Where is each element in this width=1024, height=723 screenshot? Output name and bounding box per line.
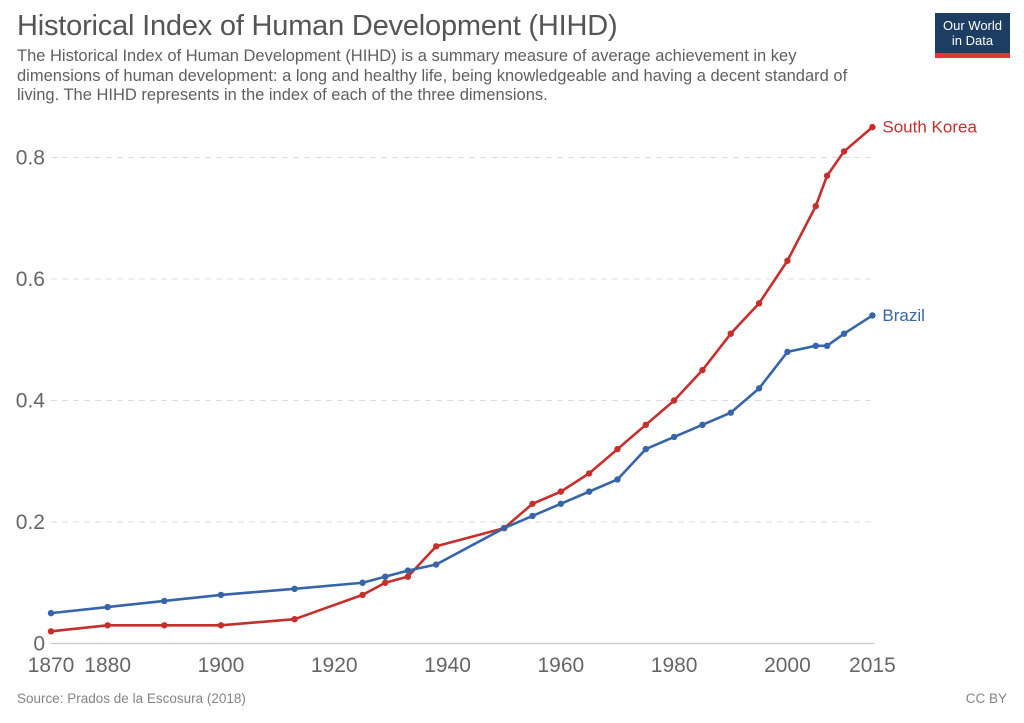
data-point-south-korea [433, 543, 440, 550]
data-point-south-korea [161, 622, 168, 629]
x-tick-label: 1980 [651, 654, 698, 677]
owid-logo: Our World in Data [935, 13, 1010, 58]
x-tick-label: 2015 [849, 654, 896, 677]
x-tick-label: 1880 [84, 654, 131, 677]
owid-logo-stripe [935, 53, 1010, 58]
series-line-south-korea [49, 125, 874, 633]
data-point-south-korea [529, 500, 536, 507]
x-tick-label: 1900 [198, 654, 245, 677]
owid-logo-line2: in Data [951, 33, 994, 48]
data-point-south-korea [755, 300, 763, 307]
data-point-south-korea [359, 591, 366, 599]
chart-subtitle: The Historical Index of Human Developmen… [17, 47, 848, 104]
data-point-brazil [382, 573, 389, 580]
x-tick-label: 1940 [424, 654, 471, 677]
series-label-south-korea: South Korea [882, 118, 977, 137]
owid-logo-text: Our World in Data [935, 13, 1010, 53]
source-note: Source: Prados de la Escosura (2018) [17, 691, 246, 706]
y-tick-label: 0 [33, 633, 45, 656]
data-point-brazil [784, 348, 791, 356]
data-point-south-korea [557, 488, 565, 495]
data-point-south-korea [642, 421, 650, 428]
x-tick-label: 1870 [28, 654, 75, 677]
data-point-brazil [585, 488, 593, 495]
data-point-brazil [557, 500, 565, 507]
data-point-south-korea [217, 622, 225, 629]
data-point-brazil [642, 445, 650, 453]
series-label-brazil: Brazil [882, 306, 925, 325]
data-point-south-korea [614, 445, 621, 453]
y-tick-label: 0.6 [16, 268, 45, 291]
y-tick-label: 0.8 [16, 147, 45, 170]
data-point-brazil [291, 585, 298, 593]
data-point-south-korea [823, 172, 831, 179]
data-point-brazil [727, 409, 734, 416]
data-point-south-korea [104, 622, 111, 629]
data-point-south-korea [670, 397, 678, 404]
y-tick-label: 0.2 [16, 511, 45, 534]
data-point-brazil [823, 342, 831, 350]
data-point-south-korea [727, 330, 734, 337]
data-point-brazil [670, 433, 678, 441]
data-point-brazil [812, 342, 819, 350]
data-point-brazil [47, 609, 55, 617]
data-point-brazil [433, 561, 440, 568]
data-point-south-korea [869, 123, 876, 131]
data-point-brazil [869, 312, 876, 319]
y-tick-label: 0.4 [16, 390, 46, 413]
data-point-south-korea [585, 470, 593, 477]
x-tick-label: 1960 [537, 654, 584, 677]
series-line-brazil [49, 314, 874, 615]
data-point-brazil [359, 579, 366, 586]
data-point-south-korea [812, 202, 819, 210]
data-point-south-korea [699, 366, 706, 374]
x-tick-label: 2000 [764, 654, 811, 677]
data-point-south-korea [291, 616, 298, 623]
data-point-brazil [500, 524, 508, 532]
license-note: CC BY [965, 691, 1007, 706]
data-point-south-korea [382, 579, 389, 586]
data-point-brazil [699, 421, 706, 428]
data-point-brazil [161, 597, 168, 605]
data-point-south-korea [47, 628, 55, 635]
data-point-brazil [840, 330, 848, 337]
page-title: Historical Index of Human Development (H… [17, 10, 618, 42]
data-point-south-korea [404, 573, 412, 580]
data-point-south-korea [784, 257, 791, 264]
data-point-brazil [104, 603, 111, 611]
data-point-brazil [404, 567, 412, 574]
data-point-brazil [529, 512, 536, 520]
data-point-south-korea [840, 148, 848, 155]
x-tick-label: 1920 [311, 654, 358, 677]
data-point-brazil [217, 591, 225, 599]
data-point-brazil [614, 476, 621, 483]
owid-logo-line1: Our World [943, 18, 1002, 33]
data-point-brazil [755, 385, 763, 392]
